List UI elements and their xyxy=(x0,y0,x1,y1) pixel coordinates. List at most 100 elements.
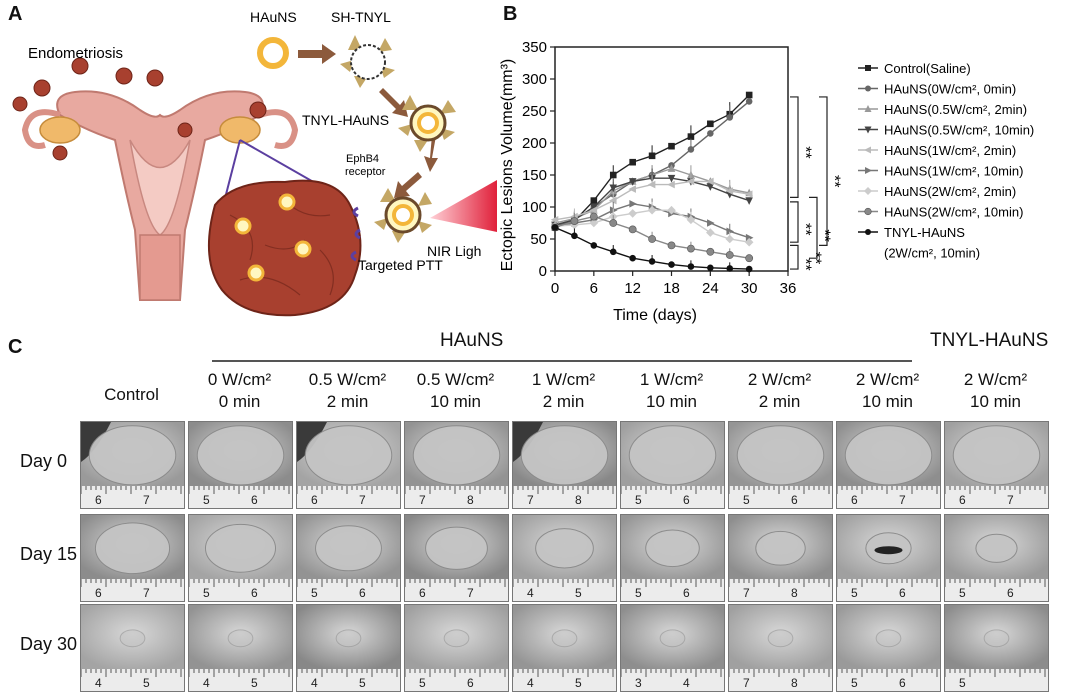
data-point xyxy=(667,164,676,172)
hauns-particle xyxy=(257,37,289,69)
data-point xyxy=(647,180,656,189)
data-point xyxy=(726,227,735,236)
data-point xyxy=(707,130,714,137)
data-point xyxy=(667,180,675,189)
ruler-number: 5 xyxy=(635,493,642,507)
data-point xyxy=(686,177,695,186)
uterus-illustration xyxy=(12,57,299,301)
significance-stars: ** xyxy=(797,223,814,235)
data-point xyxy=(648,258,656,265)
x-tick-label: 6 xyxy=(590,280,598,297)
data-point xyxy=(551,224,559,231)
ruler-number: 6 xyxy=(899,676,906,690)
data-point xyxy=(629,158,636,166)
column-header-line2: 2 min xyxy=(758,392,801,411)
data-point xyxy=(628,178,637,186)
ruler-number: 4 xyxy=(683,676,690,690)
legend-label: HAuNS(1W/cm², 2min) xyxy=(884,143,1016,158)
significance-bracket xyxy=(819,96,828,246)
significance-stars: ** xyxy=(797,258,814,270)
data-point xyxy=(686,215,696,225)
significance-bracket xyxy=(809,196,818,259)
y-axis-label: Ectopic Lesions Volume(mm³) xyxy=(499,59,516,272)
data-point xyxy=(648,152,656,160)
data-point xyxy=(570,217,579,225)
nir-laser-beam xyxy=(430,180,497,232)
data-point xyxy=(609,171,617,179)
ruler-number: 5 xyxy=(575,676,582,690)
data-point xyxy=(628,185,636,193)
data-point xyxy=(609,248,617,256)
ruler-number: 4 xyxy=(95,676,102,690)
data-point xyxy=(609,184,618,193)
legend-entry: HAuNS(0.5W/cm², 10min) xyxy=(858,123,1034,138)
label-nir-light: NIR Ligh xyxy=(427,243,481,259)
legend-entry: HAuNS(2W/cm², 2min) xyxy=(858,184,1016,199)
y-tick-label: 250 xyxy=(522,103,547,120)
y-tick-label: 200 xyxy=(522,135,547,152)
ruler-number: 7 xyxy=(419,493,426,507)
significance-stars: ** xyxy=(826,175,843,187)
targeted-particle xyxy=(374,188,432,243)
data-point xyxy=(629,200,637,208)
lesion-tissue xyxy=(207,179,362,317)
data-point xyxy=(648,235,656,243)
ruler-number: 7 xyxy=(527,493,534,507)
panel-a-illustration: HAuNS SH-TNYL TNYL-HAuNS Endometriosis E… xyxy=(12,9,497,317)
data-point xyxy=(725,187,734,195)
hauns-group-divider xyxy=(212,360,912,362)
row-header: Day 30 xyxy=(20,634,78,654)
y-tick-label: 100 xyxy=(522,199,547,216)
legend-label: HAuNS(0.5W/cm², 10min) xyxy=(884,123,1034,138)
significance-stars: ** xyxy=(807,252,824,264)
column-header-line2: 2 min xyxy=(326,392,369,411)
data-point xyxy=(590,203,598,212)
ruler-number: 5 xyxy=(851,676,858,690)
data-point xyxy=(667,241,676,250)
legend-label: HAuNS(1W/cm², 10min) xyxy=(884,164,1023,179)
column-header: 1 W/cm² 10 min xyxy=(620,369,723,413)
ruler-number: 5 xyxy=(251,676,258,690)
column-header-line1: 0.5 W/cm² xyxy=(416,370,495,389)
plot-frame xyxy=(554,46,789,272)
ruler-number: 6 xyxy=(1007,586,1014,600)
column-header-line2: 10 min xyxy=(969,392,1022,411)
data-point xyxy=(706,247,715,256)
ruler-number: 7 xyxy=(743,676,750,690)
column-header: 1 W/cm² 2 min xyxy=(512,369,615,413)
panel-a-letter: A xyxy=(8,3,23,25)
data-point xyxy=(744,237,754,247)
data-point xyxy=(668,142,675,150)
label-endometriosis: Endometriosis xyxy=(28,45,123,62)
data-point xyxy=(629,254,636,262)
legend-label: TNYL-HAuNS xyxy=(884,225,965,240)
ruler-number: 7 xyxy=(899,493,906,507)
significance-bracket xyxy=(790,244,799,270)
panel-b-letter: B xyxy=(503,3,518,25)
data-point xyxy=(707,120,714,128)
ruler-number: 6 xyxy=(251,586,258,600)
ruler-number: 5 xyxy=(959,586,966,600)
significance-bracket xyxy=(790,201,799,243)
ruler-number: 6 xyxy=(359,586,366,600)
column-header-line1: 2 W/cm² xyxy=(855,370,920,389)
legend-label: HAuNS(0W/cm², 0min) xyxy=(884,82,1016,97)
ruler-number: 5 xyxy=(359,676,366,690)
data-point xyxy=(687,133,695,140)
ruler-number: 5 xyxy=(311,586,318,600)
ruler-number: 6 xyxy=(95,493,102,507)
legend-label: HAuNS(0.5W/cm², 2min) xyxy=(884,102,1027,117)
legend-label: Control(Saline) xyxy=(884,61,971,76)
tnyl-hauns-particle xyxy=(398,95,456,152)
ruler-number: 6 xyxy=(791,493,798,507)
y-tick-label: 50 xyxy=(530,231,547,248)
ruler-number: 6 xyxy=(95,586,102,600)
